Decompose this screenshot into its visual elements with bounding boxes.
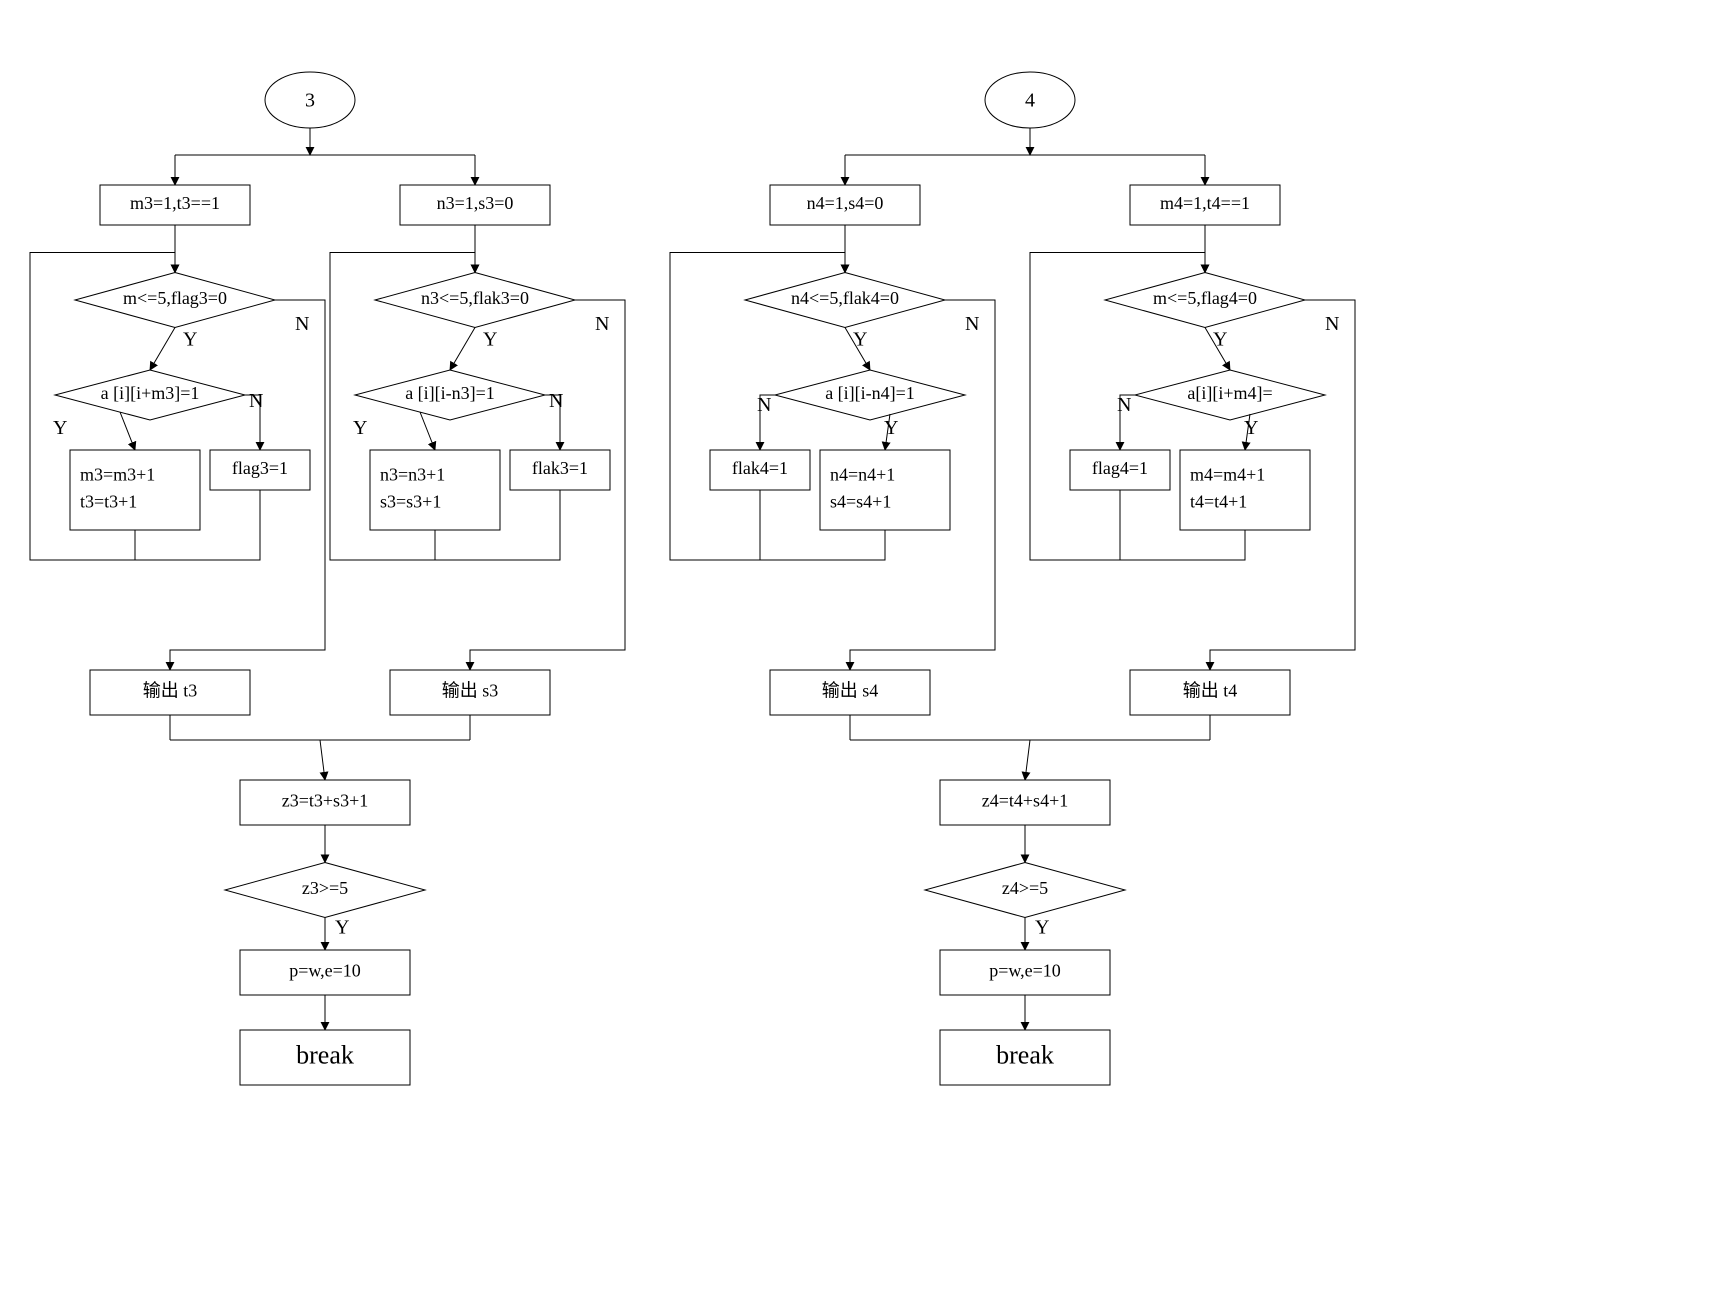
right-loop-N: N	[1325, 313, 1339, 335]
right-yes-box-line1: t4=t4+1	[1190, 491, 1247, 511]
ge-Y: Y	[1035, 917, 1049, 939]
right-inner-cond-label: a[i][i+m4]=	[1187, 383, 1272, 403]
left-inner-cond-label: a [i][i+m3]=1	[101, 383, 200, 403]
left-yes-box	[70, 450, 200, 530]
break-box-label: break	[296, 1040, 354, 1069]
left-loop-N: N	[295, 313, 309, 335]
left-yes-box-line0: n4=n4+1	[830, 465, 895, 485]
pw-box-label: p=w,e=10	[989, 961, 1061, 981]
ge-cond-label: z3>=5	[302, 878, 348, 898]
right-inner-N: N	[1117, 394, 1131, 416]
right-inner-cond-label: a [i][i-n3]=1	[405, 383, 495, 403]
ge-Y: Y	[335, 917, 349, 939]
sum-box-label: z4=t4+s4+1	[982, 791, 1068, 811]
right-inner-Y: Y	[1244, 417, 1258, 439]
left-inner-Y: Y	[53, 417, 67, 439]
right-yes-box	[1180, 450, 1310, 530]
right-inner-N: N	[549, 390, 563, 412]
left-yes-box	[820, 450, 950, 530]
left-loop-N: N	[965, 313, 979, 335]
ge-cond-label: z4>=5	[1002, 878, 1048, 898]
connector-label: 3	[305, 90, 315, 112]
left-no-box-label: flag3=1	[232, 458, 288, 478]
left-inner-N: N	[757, 394, 771, 416]
left-no-box-label: flak4=1	[732, 458, 788, 478]
left-loop-Y: Y	[853, 329, 867, 351]
right-no-box-label: flak3=1	[532, 458, 588, 478]
right-inner-Y: Y	[353, 417, 367, 439]
right-yes-box	[370, 450, 500, 530]
left-yes-box-line1: t3=t3+1	[80, 491, 137, 511]
break-box-label: break	[996, 1040, 1054, 1069]
left-out-label: 输出 t3	[143, 681, 198, 701]
left-loop-cond-label: n4<=5,flak4=0	[791, 288, 899, 308]
left-yes-box-line1: s4=s4+1	[830, 491, 891, 511]
right-no-box-label: flag4=1	[1092, 458, 1148, 478]
left-yes-box-line0: m3=m3+1	[80, 465, 155, 485]
right-init-label: m4=1,t4==1	[1160, 193, 1250, 213]
right-loop-Y: Y	[483, 329, 497, 351]
right-out-label: 输出 s3	[442, 681, 499, 701]
right-yes-box-line1: s3=s3+1	[380, 491, 441, 511]
right-yes-box-line0: n3=n3+1	[380, 465, 445, 485]
right-init-label: n3=1,s3=0	[437, 193, 514, 213]
right-loop-cond-label: n3<=5,flak3=0	[421, 288, 529, 308]
left-inner-N: N	[249, 390, 263, 412]
connector-label: 4	[1025, 90, 1035, 112]
right-loop-cond-label: m<=5,flag4=0	[1153, 288, 1257, 308]
left-out-label: 输出 s4	[822, 681, 879, 701]
right-yes-box-line0: m4=m4+1	[1190, 465, 1265, 485]
left-inner-Y: Y	[884, 417, 898, 439]
left-init-label: m3=1,t3==1	[130, 193, 220, 213]
right-out-label: 输出 t4	[1183, 681, 1238, 701]
right-loop-Y: Y	[1213, 329, 1227, 351]
flowchart-canvas: 3 m3=1,t3==1 m<=5,flag3=0 N Ya [i][i+m3]=1 Y N…	[0, 0, 1730, 1298]
right-loop-N: N	[595, 313, 609, 335]
sum-box-label: z3=t3+s3+1	[282, 791, 368, 811]
left-loop-cond-label: m<=5,flag3=0	[123, 288, 227, 308]
left-loop-Y: Y	[183, 329, 197, 351]
pw-box-label: p=w,e=10	[289, 961, 361, 981]
left-inner-cond-label: a [i][i-n4]=1	[825, 383, 915, 403]
left-init-label: n4=1,s4=0	[807, 193, 884, 213]
